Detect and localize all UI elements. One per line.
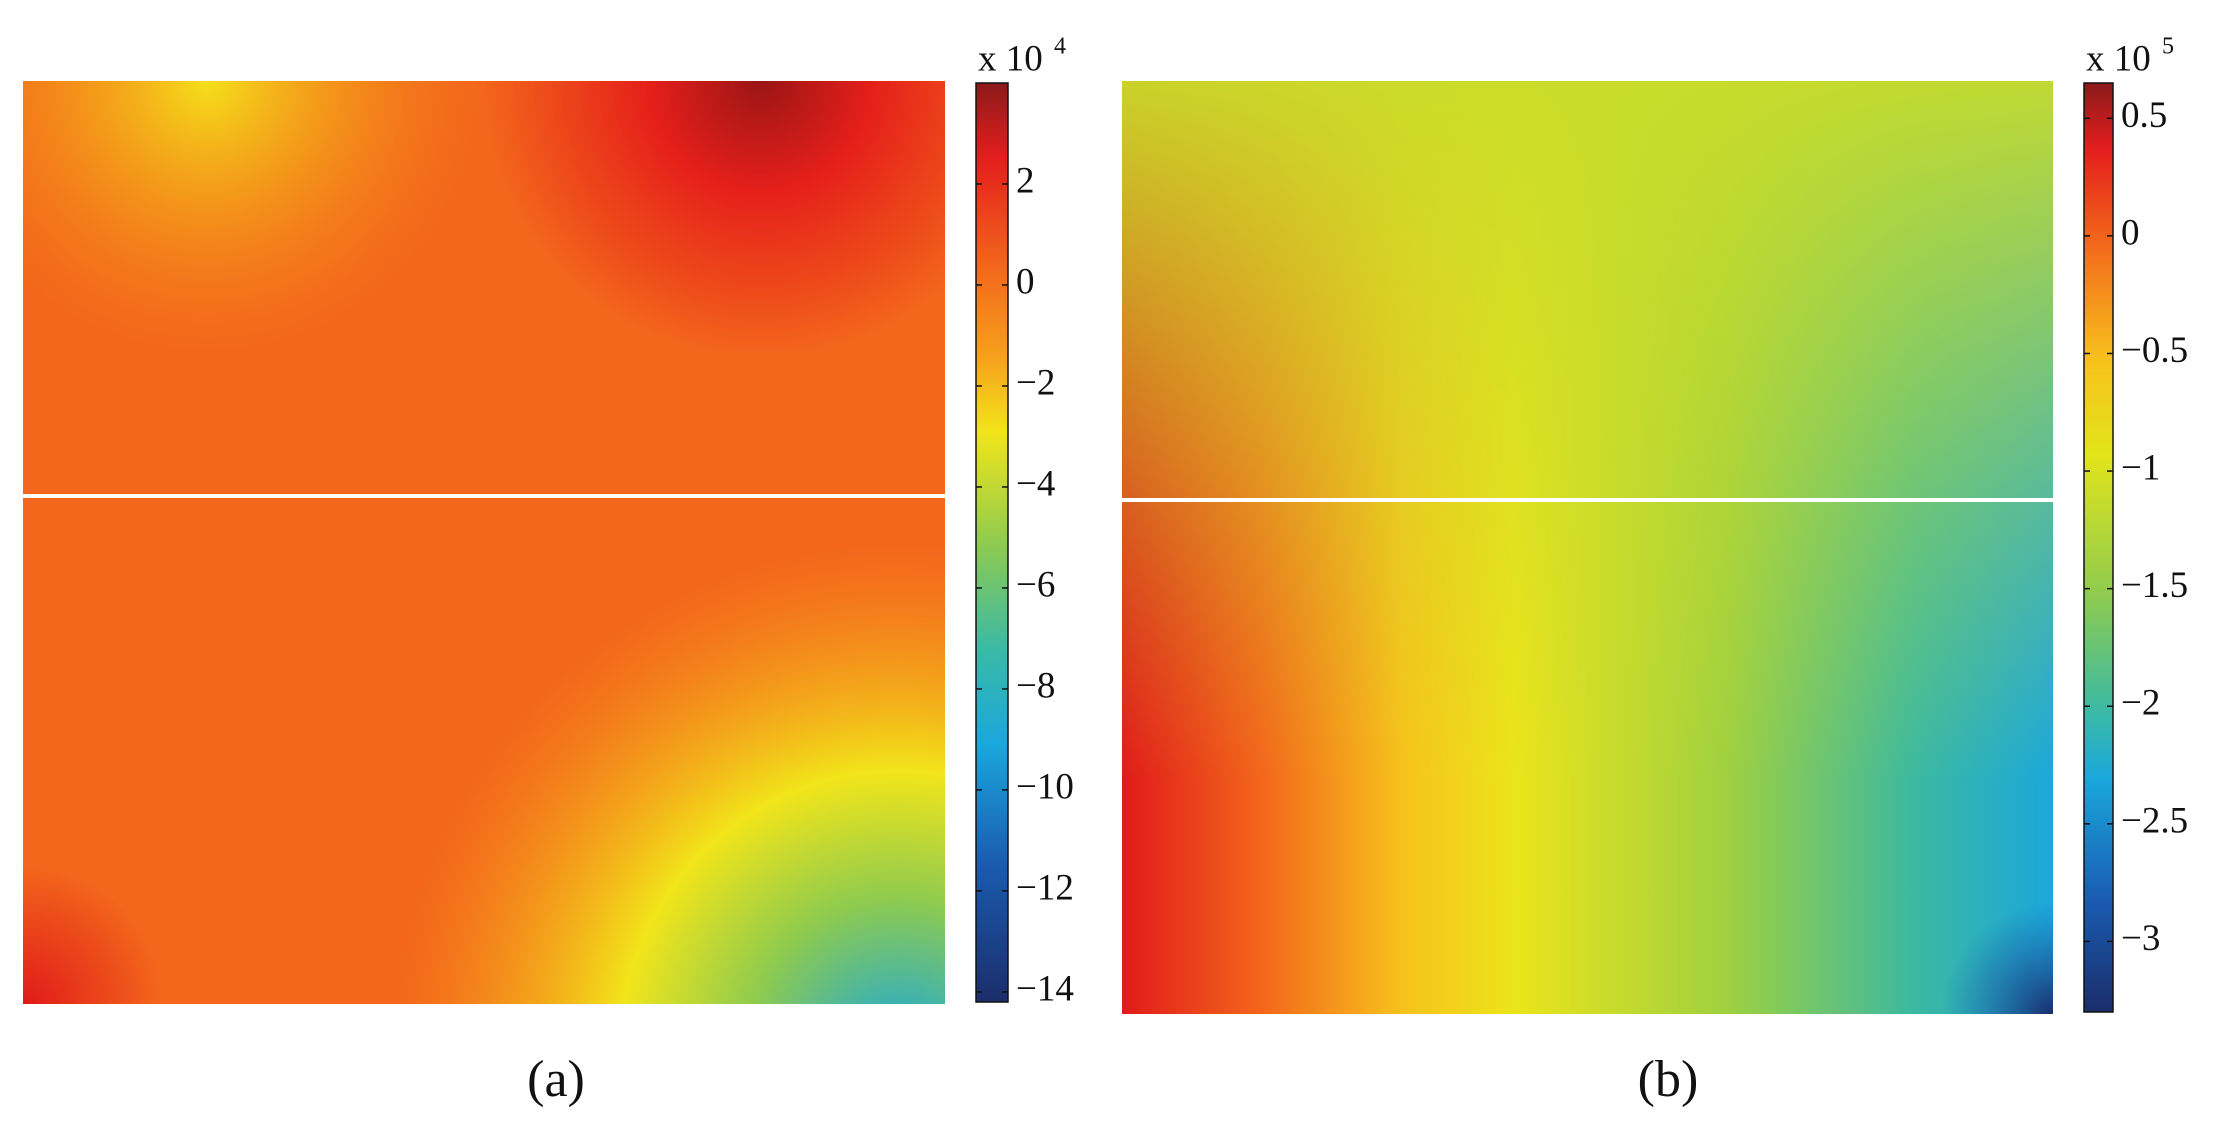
tick-label: 0.5	[2121, 95, 2167, 136]
tick-label: −12	[1016, 867, 1074, 908]
tick-label: −14	[1016, 968, 1074, 1009]
contour-field	[23, 81, 945, 1004]
colorbar-exponent: 4	[1054, 34, 1066, 60]
tick-label: 0	[1016, 261, 1035, 302]
tick-label: 2	[1016, 160, 1035, 201]
panel-label: (b)	[1638, 1051, 1699, 1108]
tick-label: −10	[1016, 766, 1074, 807]
tick-label: −4	[1016, 463, 1055, 504]
tick-label: −6	[1016, 564, 1055, 605]
tick-label: −1.5	[2121, 565, 2188, 606]
tick-label: −2	[1016, 362, 1055, 403]
tick-label: −1	[2121, 448, 2160, 489]
colorbar	[2083, 82, 2114, 1013]
tick-label: −2.5	[2121, 800, 2188, 841]
tick-label: 0	[2121, 212, 2140, 253]
panel-label: (a)	[527, 1051, 585, 1108]
colorbar-exponent: 5	[2162, 34, 2174, 60]
contour-field	[1122, 81, 2053, 1014]
tick-label: −8	[1016, 665, 1055, 706]
colorbar	[975, 82, 1009, 1003]
tick-label: −2	[2121, 683, 2160, 724]
colorbar-label: x 10	[978, 38, 1043, 79]
colorbar-label: x 10	[2086, 38, 2151, 79]
tick-label: −0.5	[2121, 330, 2188, 371]
tick-label: −3	[2121, 918, 2160, 959]
